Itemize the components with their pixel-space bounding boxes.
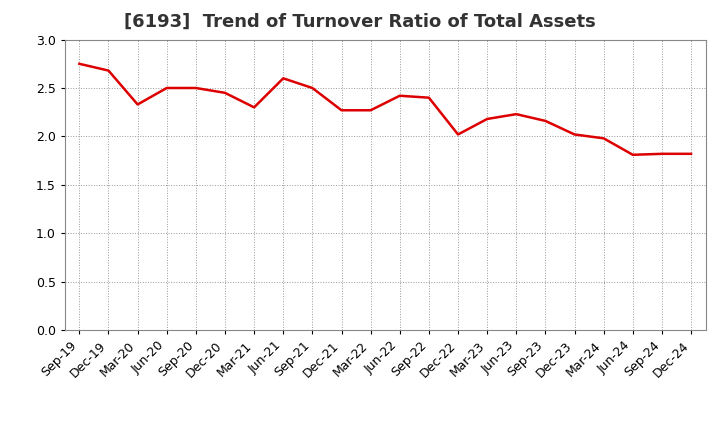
Text: [6193]  Trend of Turnover Ratio of Total Assets: [6193] Trend of Turnover Ratio of Total …	[124, 13, 596, 31]
